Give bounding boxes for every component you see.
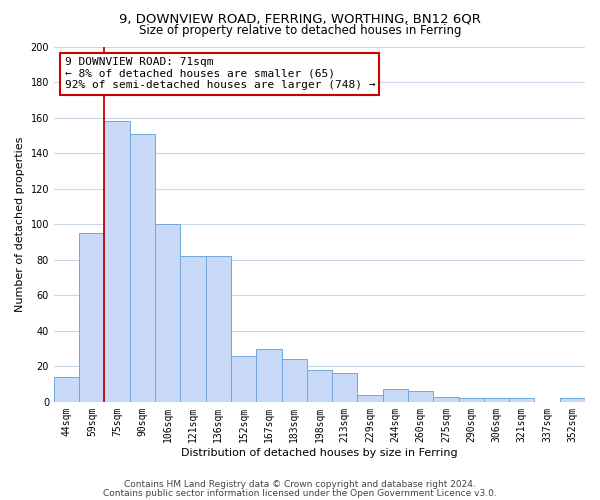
Text: Contains public sector information licensed under the Open Government Licence v3: Contains public sector information licen… bbox=[103, 488, 497, 498]
Bar bbox=[206, 256, 231, 402]
Bar bbox=[256, 348, 281, 402]
Bar bbox=[484, 398, 509, 402]
Text: Size of property relative to detached houses in Ferring: Size of property relative to detached ho… bbox=[139, 24, 461, 37]
Bar bbox=[408, 391, 433, 402]
Y-axis label: Number of detached properties: Number of detached properties bbox=[15, 136, 25, 312]
Bar bbox=[79, 233, 104, 402]
Bar bbox=[383, 390, 408, 402]
Text: 9, DOWNVIEW ROAD, FERRING, WORTHING, BN12 6QR: 9, DOWNVIEW ROAD, FERRING, WORTHING, BN1… bbox=[119, 12, 481, 26]
Bar bbox=[130, 134, 155, 402]
Bar bbox=[54, 377, 79, 402]
Bar bbox=[281, 359, 307, 402]
Bar bbox=[307, 370, 332, 402]
Bar bbox=[155, 224, 181, 402]
Bar bbox=[433, 396, 458, 402]
Bar bbox=[458, 398, 484, 402]
X-axis label: Distribution of detached houses by size in Ferring: Distribution of detached houses by size … bbox=[181, 448, 458, 458]
Bar bbox=[231, 356, 256, 402]
Text: 9 DOWNVIEW ROAD: 71sqm
← 8% of detached houses are smaller (65)
92% of semi-deta: 9 DOWNVIEW ROAD: 71sqm ← 8% of detached … bbox=[65, 57, 375, 90]
Bar bbox=[332, 374, 358, 402]
Bar bbox=[560, 398, 585, 402]
Bar bbox=[509, 398, 535, 402]
Bar bbox=[181, 256, 206, 402]
Bar bbox=[104, 121, 130, 402]
Bar bbox=[358, 394, 383, 402]
Text: Contains HM Land Registry data © Crown copyright and database right 2024.: Contains HM Land Registry data © Crown c… bbox=[124, 480, 476, 489]
